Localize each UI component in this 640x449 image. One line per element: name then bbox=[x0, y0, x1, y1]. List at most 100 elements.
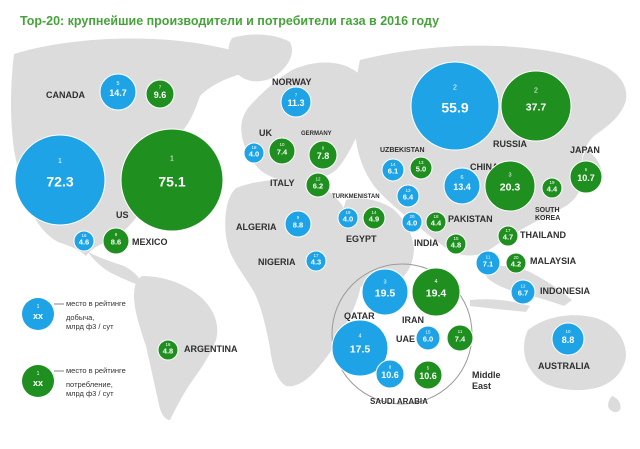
bubble-rank: 2 bbox=[534, 88, 538, 95]
bubble-value: 4.0 bbox=[407, 218, 417, 227]
country-label: THAILAND bbox=[520, 230, 566, 240]
country-label: EGYPT bbox=[346, 234, 377, 244]
legend-consumption-bubble bbox=[22, 365, 54, 397]
bubble-rank: 7 bbox=[159, 85, 162, 90]
bubble-consumption-13: 135.0 bbox=[409, 156, 433, 180]
bubble-rank: 1 bbox=[170, 156, 174, 163]
bubble-production-6: 613.4 bbox=[443, 167, 481, 205]
bubble-circle bbox=[331, 319, 389, 377]
bubble-production-11: 117.1 bbox=[475, 250, 501, 276]
bubble-production-20: 204.0 bbox=[401, 211, 423, 233]
bubble-value: 37.7 bbox=[526, 102, 547, 114]
bubble-circle bbox=[551, 322, 585, 356]
country-label: UK bbox=[259, 128, 272, 138]
bubble-value: 4.6 bbox=[79, 237, 89, 246]
country-label: CHINA bbox=[470, 162, 499, 172]
legend-production: 1xx место в рейтинге добыча,млрд ф3 / сут bbox=[22, 298, 126, 331]
bubble-circle bbox=[475, 250, 501, 276]
country-label: NIGERIA bbox=[258, 257, 296, 267]
bubble-production-19: 194.0 bbox=[337, 207, 359, 229]
legend-consumption-line2: потребление, bbox=[66, 380, 113, 389]
bubble-production-1: 172.3 bbox=[14, 134, 106, 226]
bubble-consumption-1: 175.1 bbox=[120, 128, 224, 232]
chart-title: Top-20: крупнейшие производители и потре… bbox=[20, 14, 440, 28]
bubble-value: 75.1 bbox=[158, 173, 185, 189]
bubble-circle bbox=[73, 230, 95, 252]
bubble-consumption-3: 320.3 bbox=[484, 160, 536, 212]
bubble-production-16: 164.6 bbox=[73, 230, 95, 252]
country-label: INDONESIA bbox=[540, 286, 591, 296]
bubble-circle bbox=[415, 325, 441, 351]
bubble-consumption-2: 237.7 bbox=[500, 70, 572, 142]
bubble-consumption-12: 126.2 bbox=[305, 172, 331, 198]
bubble-consumption-7: 79.6 bbox=[145, 79, 175, 109]
country-label: NORWAY bbox=[272, 77, 312, 87]
bubble-circle bbox=[541, 177, 563, 199]
bubble-value: 7.4 bbox=[277, 147, 288, 156]
bubble-rank: 2 bbox=[453, 84, 457, 91]
country-label: TURKMENISTAN bbox=[332, 194, 380, 200]
bubble-rank: 10 bbox=[565, 329, 571, 334]
bubble-circle bbox=[120, 128, 224, 232]
bubble-value: 8.6 bbox=[111, 237, 121, 246]
country-label: Middle bbox=[472, 370, 501, 380]
bubble-value: 6.2 bbox=[313, 181, 323, 190]
bubble-consumption-4: 419.4 bbox=[411, 267, 461, 317]
bubble-circle bbox=[500, 70, 572, 142]
bubble-rank: 18 bbox=[251, 145, 257, 150]
country-label: IRAN bbox=[402, 315, 424, 325]
bubble-consumption-14: 144.9 bbox=[362, 206, 386, 230]
bubble-circle bbox=[505, 252, 527, 274]
bubble-value: 4.0 bbox=[343, 214, 353, 223]
country-label: UAE bbox=[396, 334, 415, 344]
bubble-rank: 14 bbox=[371, 210, 377, 215]
bubble-production-13: 136.4 bbox=[396, 184, 420, 208]
bubble-circle bbox=[308, 140, 338, 170]
bubble-production-18: 184.0 bbox=[243, 142, 265, 164]
bubble-consumption-20: 204.2 bbox=[505, 252, 527, 274]
bubble-rank: 16 bbox=[165, 342, 171, 347]
bubble-value: 13.4 bbox=[453, 182, 471, 192]
bubble-rank: 16 bbox=[81, 233, 87, 238]
bubble-rank: 20 bbox=[409, 214, 415, 219]
bubble-circle bbox=[484, 160, 536, 212]
bubble-rank: 15 bbox=[425, 329, 431, 334]
bubble-rank: 17 bbox=[505, 228, 511, 233]
bubble-circle bbox=[268, 137, 296, 165]
country-label: MALAYSIA bbox=[530, 256, 577, 266]
bubble-rank: 13 bbox=[418, 160, 424, 165]
bubble-production-10: 108.8 bbox=[551, 322, 585, 356]
bubble-consumption-19: 194.4 bbox=[541, 177, 563, 199]
bubble-rank: 9 bbox=[297, 215, 300, 220]
new-zealand-land bbox=[608, 396, 621, 413]
middle-east-land bbox=[340, 198, 414, 290]
bubble-rank: 5 bbox=[427, 366, 430, 371]
bubble-rank: 7 bbox=[295, 92, 298, 97]
bubble-consumption-8: 88.6 bbox=[102, 227, 130, 255]
bubble-rank: 17 bbox=[313, 253, 319, 258]
country-label: East bbox=[472, 381, 491, 391]
bubble-consumption-16: 164.8 bbox=[157, 339, 179, 361]
bubble-rank: 11 bbox=[458, 329, 463, 334]
legend-consumption-value: xx bbox=[33, 378, 43, 388]
bubble-circle bbox=[409, 156, 433, 180]
bubble-rank: 20 bbox=[513, 255, 519, 260]
bubble-value: 10.6 bbox=[419, 371, 437, 381]
bubble-production-5: 514.7 bbox=[99, 73, 137, 111]
bubble-consumption-18: 184.4 bbox=[425, 211, 447, 233]
bubble-production-7: 711.3 bbox=[280, 86, 312, 118]
bubble-circle bbox=[381, 158, 405, 182]
bubble-value: 8.8 bbox=[562, 335, 575, 345]
bubble-value: 4.4 bbox=[431, 218, 442, 227]
bubble-circle bbox=[284, 210, 312, 238]
bubble-value: 4.7 bbox=[503, 232, 513, 241]
legend-consumption-line3: млрд ф3 / сут bbox=[66, 389, 114, 398]
bubble-rank: 1 bbox=[58, 158, 62, 165]
bubble-production-3: 319.5 bbox=[361, 268, 409, 316]
bubble-rank: 6 bbox=[460, 175, 463, 181]
bubble-value: 4.9 bbox=[369, 214, 379, 223]
bubble-value: 4.2 bbox=[511, 259, 521, 268]
bubble-value: 4.8 bbox=[451, 240, 461, 249]
